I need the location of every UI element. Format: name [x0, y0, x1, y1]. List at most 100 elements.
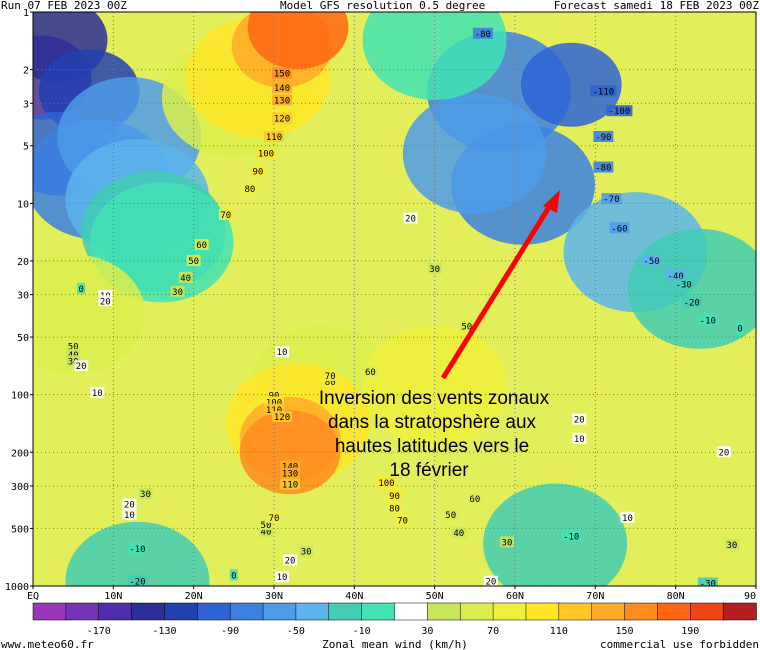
y-tick-label: 1: [23, 8, 29, 19]
contour-label: 50: [445, 511, 456, 521]
contour-label-bg: [127, 542, 148, 554]
contour-label-bg: [606, 105, 633, 117]
contour-label-bg: [258, 525, 273, 537]
contour-label: -30: [676, 280, 692, 290]
contour-label-bg: [323, 376, 338, 388]
contour-label-bg: [218, 208, 233, 220]
contour-label: 20: [485, 578, 496, 588]
contour-label-bg: [283, 554, 298, 566]
annotation-line-1: Inversion des vents zonaux: [319, 388, 550, 409]
contour-label: 30: [68, 357, 79, 367]
colorbar-swatch: [657, 602, 692, 621]
contour-label: 40: [261, 528, 272, 538]
contour-label-bg: [697, 577, 718, 586]
contour-label: 0: [737, 324, 742, 334]
contour-label-bg: [275, 346, 290, 358]
colorbar-swatch: [328, 602, 363, 621]
contour-label-bg: [255, 147, 276, 159]
contour-label: 110: [282, 481, 298, 491]
contour-label-bg: [229, 569, 238, 581]
contour-label: 70: [269, 514, 280, 524]
y-tick-label: 300: [11, 482, 29, 493]
contour-label: 60: [196, 241, 207, 251]
contour-label: -20: [129, 577, 145, 587]
contour-label-bg: [250, 165, 265, 177]
y-tick-label: 2: [23, 66, 29, 77]
contour-label-bg: [641, 254, 662, 266]
contour-label: 10: [574, 435, 585, 445]
contour-label-bg: [122, 508, 137, 520]
contour-label: 50: [68, 342, 79, 352]
contour-label: 30: [726, 541, 737, 551]
contour-label: 30: [429, 265, 440, 275]
contour-label-bg: [593, 161, 614, 173]
contour-label-bg: [194, 238, 209, 250]
y-tick-label: 500: [11, 524, 29, 535]
y-tick-label: 30: [17, 291, 29, 302]
contour-label: -80: [595, 164, 611, 174]
contour-label: 50: [461, 322, 472, 332]
contour-labels: 1501401301201101009080706050403020305060…: [66, 27, 744, 588]
y-tick-label: 1000: [5, 582, 29, 593]
colorbar-swatch: [229, 602, 264, 621]
contour-label-bg: [427, 262, 442, 274]
contour-label: 10: [277, 348, 288, 358]
contour-label-bg: [472, 27, 493, 39]
usage-label: commercial use forbidden: [600, 638, 759, 650]
contour-label-bg: [66, 340, 81, 352]
contour-label: 10: [277, 573, 288, 583]
contour-label: 80: [244, 185, 255, 195]
contour-label: 60: [469, 495, 480, 505]
contour-label: 0: [231, 571, 236, 581]
contour-label-bg: [323, 370, 338, 382]
x-tick-label: 30N: [265, 591, 283, 602]
contour-label-bg: [280, 467, 301, 479]
contour-label: 150: [274, 70, 290, 80]
contour-label: 0: [78, 285, 83, 295]
contour-label-bg: [258, 519, 273, 531]
x-tick-label: 40N: [345, 591, 363, 602]
colorbar: [32, 602, 757, 621]
contour-label: -20: [684, 299, 700, 309]
x-tick-label: 90: [744, 591, 756, 602]
wind-cell: [362, 12, 507, 100]
wind-cell: [483, 483, 628, 586]
colorbar-swatch: [394, 602, 429, 621]
contour-label: 100: [266, 399, 282, 409]
contour-label: 80: [389, 504, 400, 514]
y-axis-ticks: 1 2 3 5 10 20 30 50 100 200 300 500 1000: [5, 8, 33, 593]
contour-label-bg: [299, 545, 314, 557]
contour-label-bg: [724, 538, 739, 550]
contour-label-bg: [74, 360, 89, 372]
contour-label-bg: [459, 320, 474, 332]
contour-label: 90: [253, 167, 264, 177]
contour-label-bg: [98, 295, 113, 307]
contour-label: -10: [563, 532, 579, 542]
contour-label-bg: [467, 493, 482, 505]
contour-label-bg: [272, 82, 293, 94]
grid: [33, 12, 756, 586]
contour-label-bg: [264, 403, 284, 415]
contour-label-bg: [403, 212, 418, 224]
colorbar-swatch: [722, 602, 757, 621]
annotation-line-3: hautes latitudes vers le: [335, 436, 529, 457]
wind-cell: [33, 254, 146, 375]
contour-label: 30: [172, 288, 183, 298]
colorbar-tick-label: -10: [353, 626, 371, 637]
contour-label-bg: [483, 575, 498, 586]
colorbar-swatch: [492, 602, 527, 621]
contour-label-bg: [593, 130, 614, 142]
contour-label-bg: [451, 527, 466, 539]
contour-label-bg: [66, 348, 81, 360]
colorbar-tick-label: 150: [616, 626, 634, 637]
contour-label-bg: [77, 282, 86, 294]
plot-frame: [32, 11, 757, 587]
colorbar-swatch: [624, 602, 659, 621]
contour-label: 10: [622, 514, 633, 524]
colorbar-swatch: [459, 602, 494, 621]
site-label: www.meteo60.fr: [1, 638, 94, 650]
contour-label-bg: [264, 396, 284, 408]
y-tick-label: 100: [11, 391, 29, 402]
colorbar-swatch: [690, 602, 724, 621]
